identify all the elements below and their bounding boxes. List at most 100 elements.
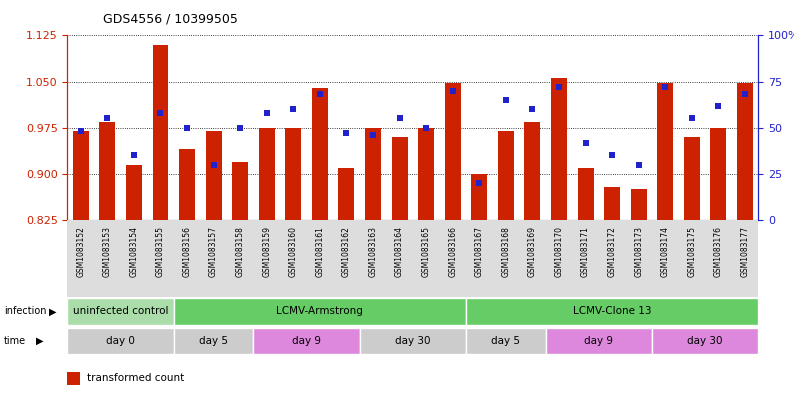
Point [314, 91, 326, 97]
Bar [472, 174, 488, 220]
Bar [73, 131, 89, 220]
Point [738, 91, 751, 97]
Bar [206, 131, 222, 220]
Text: GSM1083171: GSM1083171 [581, 226, 590, 277]
Point [473, 180, 486, 186]
Bar [67, 372, 80, 385]
Bar [630, 189, 646, 220]
Text: ▶: ▶ [49, 307, 56, 316]
Text: GSM1083164: GSM1083164 [395, 226, 404, 277]
Point [580, 140, 592, 146]
Bar [498, 131, 514, 220]
Text: GSM1083177: GSM1083177 [741, 226, 750, 277]
Bar [179, 149, 195, 220]
Bar [174, 328, 253, 354]
Text: GSM1083157: GSM1083157 [209, 226, 218, 277]
Text: day 0: day 0 [106, 336, 135, 346]
Text: GSM1083152: GSM1083152 [76, 226, 85, 277]
Text: GSM1083170: GSM1083170 [554, 226, 564, 277]
Text: GSM1083174: GSM1083174 [661, 226, 670, 277]
Text: GSM1083166: GSM1083166 [449, 226, 457, 277]
Text: GSM1083169: GSM1083169 [528, 226, 537, 277]
Bar [152, 44, 168, 220]
Bar [525, 121, 541, 220]
Bar [466, 328, 545, 354]
Bar [551, 79, 567, 220]
Text: GSM1083172: GSM1083172 [607, 226, 617, 277]
Point [207, 162, 220, 168]
Point [659, 84, 672, 90]
Point [340, 130, 353, 136]
Point [367, 132, 380, 138]
Bar [657, 83, 673, 220]
Point [499, 97, 512, 103]
Text: GSM1083167: GSM1083167 [475, 226, 484, 277]
Bar [577, 168, 594, 220]
Bar [545, 328, 652, 354]
Point [393, 116, 406, 122]
Point [75, 128, 87, 134]
Text: GSM1083153: GSM1083153 [103, 226, 112, 277]
Text: GSM1083156: GSM1083156 [183, 226, 191, 277]
Bar [99, 121, 115, 220]
Text: GSM1083161: GSM1083161 [315, 226, 325, 277]
Text: uninfected control: uninfected control [73, 307, 168, 316]
Text: GSM1083154: GSM1083154 [129, 226, 138, 277]
Point [606, 152, 619, 158]
Bar [253, 328, 360, 354]
Point [260, 110, 273, 116]
Bar [259, 128, 275, 220]
Bar [604, 187, 620, 220]
Point [685, 116, 698, 122]
Text: GSM1083175: GSM1083175 [688, 226, 696, 277]
Bar [418, 128, 434, 220]
Text: ▶: ▶ [36, 336, 43, 346]
Bar [174, 298, 466, 325]
Text: LCMV-Armstrong: LCMV-Armstrong [276, 307, 364, 316]
Text: GSM1083168: GSM1083168 [501, 226, 511, 277]
Bar [67, 328, 174, 354]
Bar [67, 298, 174, 325]
Bar [232, 162, 249, 220]
Text: GSM1083176: GSM1083176 [714, 226, 723, 277]
Point [446, 88, 459, 94]
Text: day 5: day 5 [491, 336, 520, 346]
Text: day 9: day 9 [584, 336, 613, 346]
Text: GSM1083160: GSM1083160 [289, 226, 298, 277]
Point [128, 152, 141, 158]
Bar [312, 88, 328, 220]
Text: GSM1083162: GSM1083162 [342, 226, 351, 277]
Point [553, 84, 565, 90]
Bar [285, 128, 301, 220]
Bar [684, 137, 700, 220]
Point [526, 106, 539, 112]
Text: GSM1083165: GSM1083165 [422, 226, 430, 277]
Text: GSM1083173: GSM1083173 [634, 226, 643, 277]
Bar [737, 83, 753, 220]
Text: LCMV-Clone 13: LCMV-Clone 13 [573, 307, 651, 316]
Bar [445, 83, 461, 220]
Bar [711, 128, 727, 220]
Text: infection: infection [4, 307, 47, 316]
Point [181, 125, 194, 131]
Point [712, 103, 725, 109]
Text: GSM1083155: GSM1083155 [156, 226, 165, 277]
Bar [338, 168, 354, 220]
Bar [391, 137, 407, 220]
Text: time: time [4, 336, 26, 346]
Text: GSM1083163: GSM1083163 [368, 226, 377, 277]
Text: day 30: day 30 [395, 336, 430, 346]
Bar [652, 328, 758, 354]
Text: day 5: day 5 [199, 336, 228, 346]
Point [420, 125, 433, 131]
Point [632, 162, 645, 168]
Point [233, 125, 246, 131]
Bar [126, 165, 142, 220]
Text: day 30: day 30 [688, 336, 723, 346]
Bar [365, 128, 381, 220]
Text: GSM1083159: GSM1083159 [262, 226, 272, 277]
Bar [466, 298, 758, 325]
Bar [360, 328, 466, 354]
Text: day 9: day 9 [292, 336, 321, 346]
Point [101, 116, 114, 122]
